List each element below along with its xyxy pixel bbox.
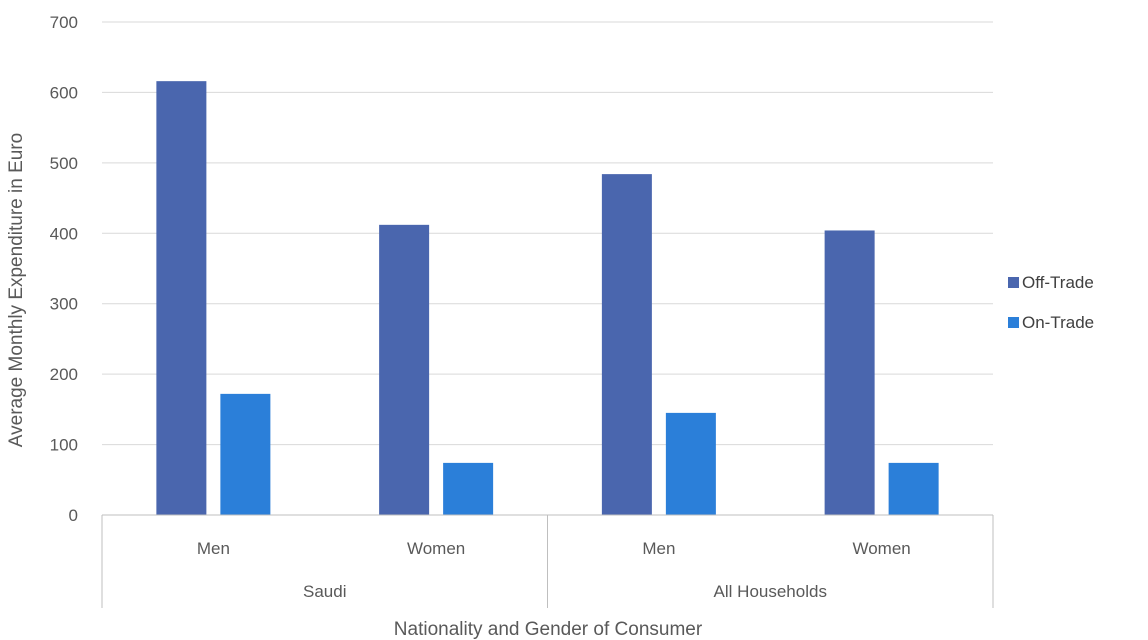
bar-on-trade	[665, 412, 716, 515]
x-group-label: All Households	[714, 582, 827, 601]
x-category-labels: Men Women Men Women Saudi All Households	[197, 539, 911, 601]
x-group-label: Saudi	[303, 582, 346, 601]
x-category-label: Men	[642, 539, 675, 558]
y-tick-label: 400	[50, 224, 78, 243]
y-tick-label: 600	[50, 83, 78, 102]
y-tick-label: 500	[50, 154, 78, 173]
x-category-label: Women	[407, 539, 465, 558]
axes	[101, 514, 994, 608]
bar-off-trade	[601, 174, 652, 515]
y-tick-labels: 0 100 200 300 400 500 600 700	[50, 13, 78, 525]
y-tick-label: 300	[50, 295, 78, 314]
bar-on-trade	[443, 462, 494, 515]
x-category-label: Men	[197, 539, 230, 558]
gridlines	[102, 21, 993, 446]
y-tick-label: 100	[50, 436, 78, 455]
y-tick-label: 700	[50, 13, 78, 32]
bar-off-trade	[156, 81, 207, 515]
bar-off-trade	[379, 224, 430, 515]
y-axis-title: Average Monthly Expenditure in Euro	[6, 133, 27, 447]
x-axis-title: Nationality and Gender of Consumer	[394, 619, 703, 640]
legend: Off-Trade On-Trade	[1008, 273, 1094, 332]
x-category-label: Women	[852, 539, 910, 558]
y-tick-label: 200	[50, 365, 78, 384]
legend-label: Off-Trade	[1022, 273, 1094, 292]
bar-off-trade	[824, 230, 875, 515]
bars	[156, 81, 939, 515]
legend-swatch	[1008, 277, 1019, 288]
legend-swatch	[1008, 317, 1019, 328]
bar-on-trade	[888, 462, 939, 515]
bar-on-trade	[220, 393, 271, 515]
y-tick-label: 0	[69, 506, 78, 525]
legend-label: On-Trade	[1022, 313, 1094, 332]
